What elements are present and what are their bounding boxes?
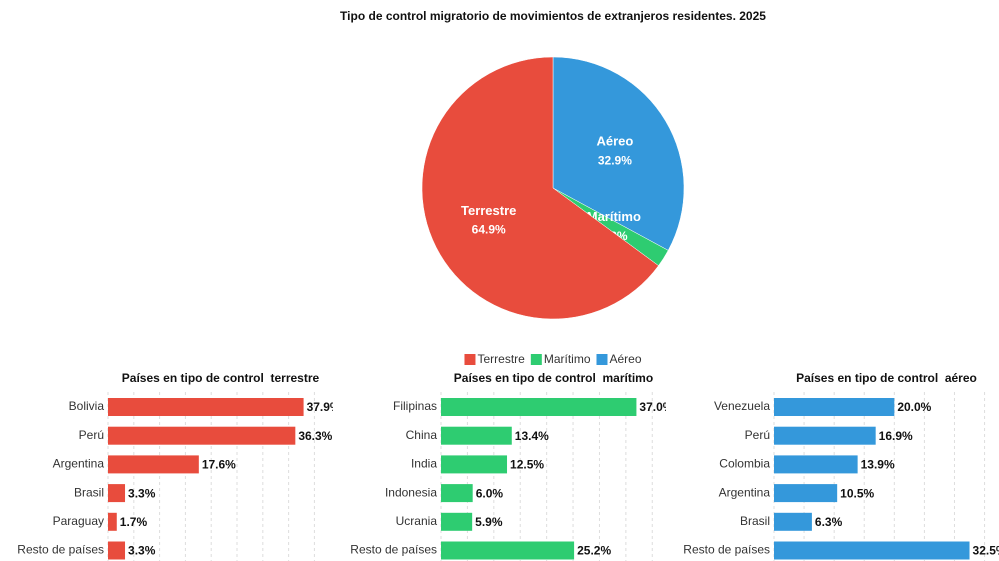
value-label: 3.3% (128, 544, 156, 558)
category-label: Perú (745, 428, 770, 442)
bar-chart: Países en tipo de control marítimo Filipi… (350, 371, 673, 561)
category-label: Resto de países (350, 543, 437, 557)
bar (774, 455, 858, 474)
category-label: Argentina (53, 457, 105, 471)
value-label: 32.5% (973, 544, 999, 558)
category-label: Resto de países (17, 543, 104, 557)
value-label: 13.4% (515, 429, 549, 443)
bar (441, 541, 575, 560)
category-label: Resto de países (683, 543, 770, 557)
bar (441, 398, 637, 416)
value-label: 36.3% (298, 429, 332, 443)
category-label: Colombia (719, 457, 770, 471)
bar (108, 426, 296, 445)
category-label: Brasil (740, 514, 770, 528)
category-label: Paraguay (53, 514, 104, 528)
bar (774, 541, 970, 560)
value-label: 37.9% (307, 400, 341, 414)
slice-label: Terrestre (461, 203, 516, 218)
slice-value: 32.9% (598, 153, 632, 167)
bar (108, 541, 126, 560)
category-label: Bolivia (69, 399, 105, 413)
category-label: Filipinas (393, 399, 437, 413)
legend-swatch (464, 354, 476, 365)
value-label: 17.6% (202, 458, 236, 472)
legend-label: Terrestre (477, 352, 525, 366)
category-label: China (406, 428, 438, 442)
bar (441, 426, 512, 445)
legend-swatch (530, 354, 542, 365)
value-label: 37.0% (639, 400, 673, 414)
category-label: Ucrania (396, 514, 438, 528)
bar (108, 398, 304, 416)
bar (108, 484, 126, 503)
value-label: 25.2% (577, 544, 611, 558)
bar (108, 455, 199, 474)
legend: Terrestre Marítimo Aéreo (464, 352, 642, 366)
pie-slice (552, 56, 685, 251)
value-label: 5.9% (475, 515, 503, 529)
pie-title: Tipo de control migratorio de movimiento… (340, 9, 766, 23)
bar-title: Países en tipo de control terrestre (122, 371, 320, 385)
bar (774, 512, 812, 531)
bar (441, 455, 508, 474)
bar-chart: Países en tipo de control aéreo Venezuela… (683, 371, 999, 561)
value-label: 20.0% (897, 400, 931, 414)
legend-swatch (596, 354, 608, 365)
bar (774, 398, 895, 416)
bar-chart: Países en tipo de control terrestre Boliv… (17, 371, 341, 561)
pie-slice (421, 56, 659, 320)
category-label: India (411, 457, 437, 471)
value-label: 1.7% (120, 515, 148, 529)
value-label: 16.9% (879, 429, 913, 443)
value-label: 10.5% (840, 486, 874, 500)
category-label: Indonesia (385, 485, 437, 499)
bar (774, 484, 838, 503)
slice-label: Marítimo (587, 209, 641, 224)
category-label: Venezuela (714, 399, 770, 413)
bar (774, 426, 876, 445)
value-label: 6.0% (476, 486, 504, 500)
category-label: Perú (79, 428, 104, 442)
bar-title: Países en tipo de control aéreo (796, 371, 977, 385)
legend-label: Aéreo (609, 352, 641, 366)
slice-value: 64.9% (472, 223, 506, 237)
bar (108, 512, 117, 531)
bar (441, 484, 473, 503)
bar (441, 512, 473, 531)
value-label: 13.9% (861, 458, 895, 472)
value-label: 12.5% (510, 458, 544, 472)
legend-label: Marítimo (544, 352, 591, 366)
slice-label: Aéreo (596, 134, 633, 149)
bar-title: Países en tipo de control marítimo (454, 371, 653, 385)
category-label: Brasil (74, 485, 104, 499)
value-label: 6.3% (815, 515, 843, 529)
category-label: Argentina (719, 485, 771, 499)
value-label: 3.3% (128, 486, 156, 500)
